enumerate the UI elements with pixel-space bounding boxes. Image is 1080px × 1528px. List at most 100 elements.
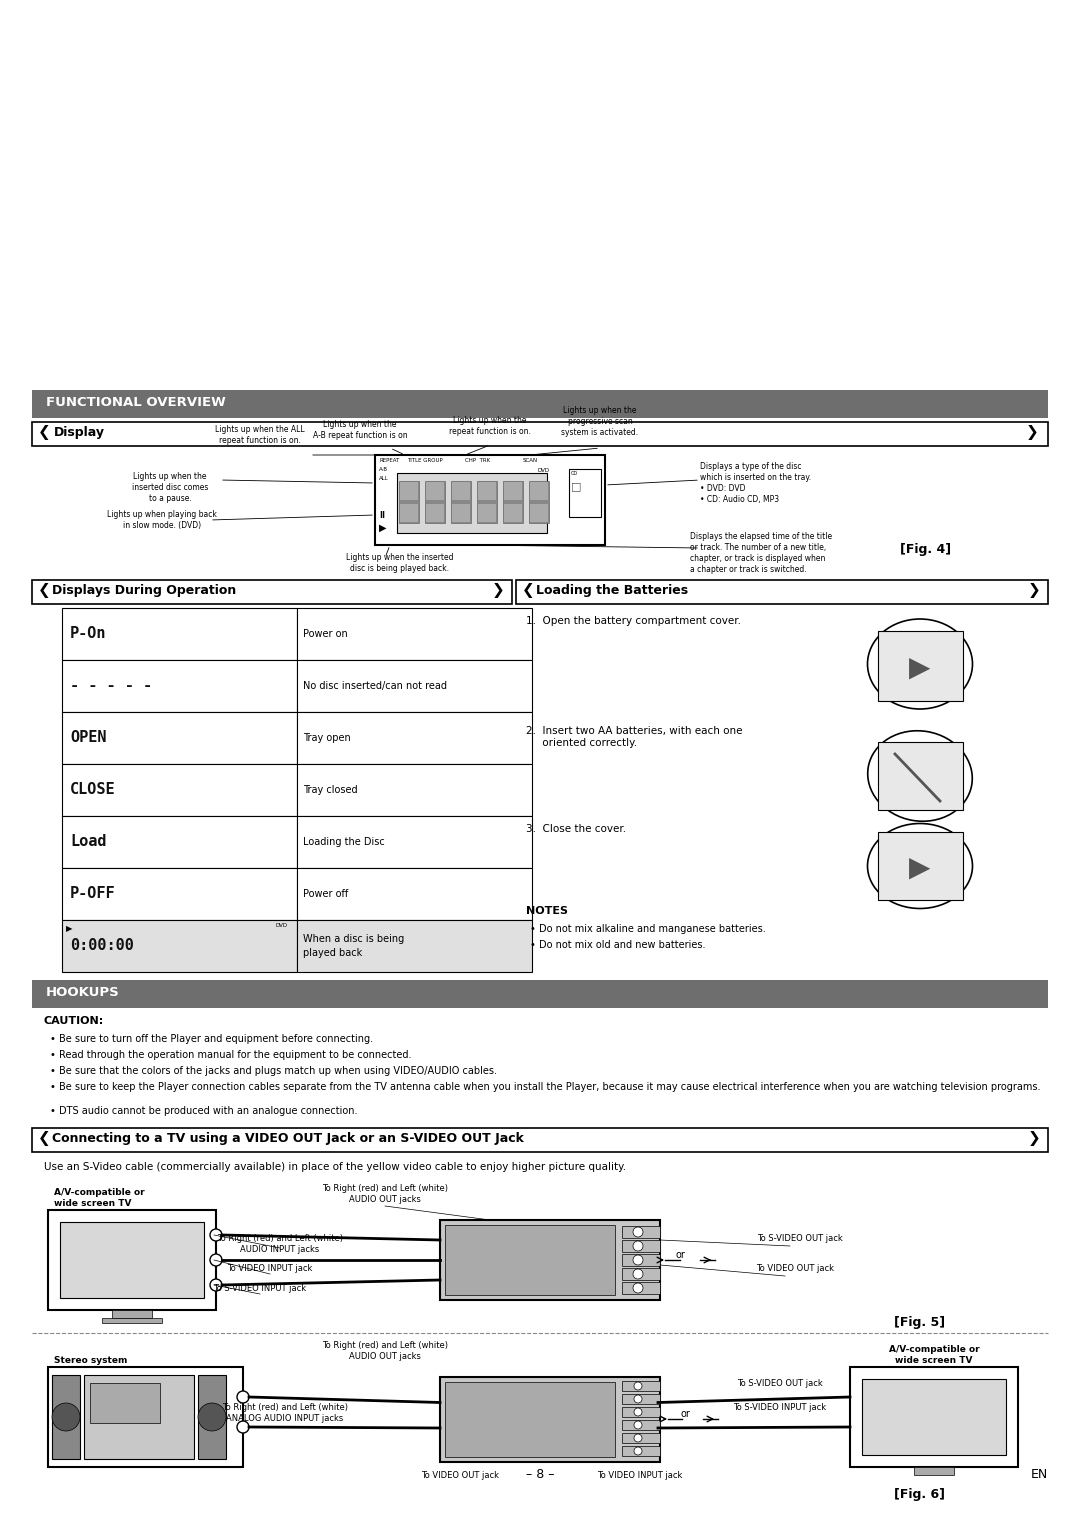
- Text: A/V-compatible or
wide screen TV: A/V-compatible or wide screen TV: [54, 1187, 145, 1209]
- Bar: [622, 1394, 660, 1404]
- Text: II: II: [379, 510, 384, 520]
- Text: P-On: P-On: [70, 626, 107, 642]
- Text: – 8 –: – 8 –: [526, 1468, 554, 1481]
- Bar: [297, 608, 532, 660]
- Bar: [622, 1282, 660, 1294]
- Text: CLOSE: CLOSE: [70, 782, 116, 798]
- Bar: [504, 504, 522, 523]
- Bar: [530, 504, 548, 523]
- Text: NOTES: NOTES: [526, 906, 568, 915]
- Text: To S-VIDEO OUT jack: To S-VIDEO OUT jack: [757, 1235, 842, 1242]
- Text: • Do not mix old and new batteries.: • Do not mix old and new batteries.: [530, 940, 705, 950]
- Text: Tray open: Tray open: [303, 733, 351, 743]
- Text: EN: EN: [1030, 1468, 1048, 1481]
- Bar: [426, 504, 444, 523]
- Bar: [32, 1128, 1048, 1152]
- Text: 3.  Close the cover.: 3. Close the cover.: [526, 824, 626, 834]
- Text: • DTS audio cannot be produced with an analogue connection.: • DTS audio cannot be produced with an a…: [50, 1106, 357, 1115]
- Text: To S-VIDEO INPUT jack: To S-VIDEO INPUT jack: [214, 1284, 307, 1293]
- Bar: [453, 481, 470, 500]
- Bar: [622, 1445, 660, 1456]
- Circle shape: [237, 1390, 249, 1403]
- Text: • Be sure that the colors of the jacks and plugs match up when using VIDEO/AUDIO: • Be sure that the colors of the jacks a…: [50, 1067, 497, 1076]
- Text: □: □: [571, 481, 581, 490]
- Text: ❯: ❯: [1027, 584, 1040, 597]
- Circle shape: [237, 1421, 249, 1433]
- Bar: [297, 868, 532, 920]
- Circle shape: [210, 1229, 222, 1241]
- Circle shape: [634, 1407, 642, 1416]
- Text: Display: Display: [54, 426, 105, 439]
- Text: Loading the Disc: Loading the Disc: [303, 837, 384, 847]
- Text: CD: CD: [571, 471, 578, 477]
- Text: • Do not mix alkaline and manganese batteries.: • Do not mix alkaline and manganese batt…: [530, 924, 766, 934]
- Text: P-OFF: P-OFF: [70, 886, 116, 902]
- Bar: [102, 1319, 162, 1323]
- Bar: [32, 390, 1048, 419]
- Bar: [297, 660, 532, 712]
- Bar: [622, 1381, 660, 1390]
- Bar: [397, 474, 546, 533]
- Text: REPEAT: REPEAT: [379, 458, 400, 463]
- Bar: [914, 1467, 954, 1475]
- Text: To Right (red) and Left (white)
AUDIO INPUT jacks: To Right (red) and Left (white) AUDIO IN…: [217, 1235, 343, 1254]
- Bar: [622, 1225, 660, 1238]
- Text: or: or: [680, 1409, 690, 1420]
- Text: • Be sure to keep the Player connection cables separate from the TV antenna cabl: • Be sure to keep the Player connection …: [50, 1082, 1040, 1093]
- Bar: [426, 481, 445, 523]
- Bar: [530, 481, 548, 500]
- Text: Tray closed: Tray closed: [303, 785, 357, 795]
- Bar: [477, 481, 497, 523]
- Bar: [529, 481, 549, 523]
- Text: Lights up when the
progressive scan
system is activated.: Lights up when the progressive scan syst…: [562, 406, 638, 437]
- Text: • Read through the operation manual for the equipment to be connected.: • Read through the operation manual for …: [50, 1050, 411, 1060]
- Text: - - - - -: - - - - -: [70, 678, 152, 694]
- Text: ▶: ▶: [909, 654, 931, 681]
- Bar: [622, 1268, 660, 1280]
- Bar: [297, 712, 532, 764]
- Text: To S-VIDEO OUT jack: To S-VIDEO OUT jack: [738, 1378, 823, 1387]
- Bar: [48, 1210, 216, 1309]
- Text: Lights up when the
repeat function is on.: Lights up when the repeat function is on…: [449, 416, 531, 435]
- Text: Loading the Batteries: Loading the Batteries: [536, 584, 688, 597]
- Text: To VIDEO OUT jack: To VIDEO OUT jack: [756, 1264, 834, 1273]
- Bar: [503, 481, 523, 523]
- Text: FUNCTIONAL OVERVIEW: FUNCTIONAL OVERVIEW: [46, 396, 226, 410]
- Circle shape: [633, 1241, 643, 1251]
- Text: A/V-compatible or
wide screen TV: A/V-compatible or wide screen TV: [889, 1345, 980, 1365]
- Text: To Right (red) and Left (white)
ANALOG AUDIO INPUT jacks: To Right (red) and Left (white) ANALOG A…: [222, 1403, 348, 1423]
- Bar: [62, 660, 297, 712]
- Text: ❮: ❮: [38, 425, 51, 440]
- Text: ▶: ▶: [66, 924, 72, 934]
- Bar: [297, 816, 532, 868]
- Bar: [400, 481, 418, 500]
- Bar: [90, 1383, 160, 1423]
- Bar: [878, 743, 963, 810]
- Bar: [504, 481, 522, 500]
- Circle shape: [633, 1268, 643, 1279]
- Bar: [478, 481, 496, 500]
- Text: [Fig. 4]: [Fig. 4]: [900, 542, 951, 556]
- Text: ALL: ALL: [379, 477, 389, 481]
- Text: Lights up when the inserted
disc is being played back.: Lights up when the inserted disc is bein…: [347, 553, 454, 573]
- Text: or: or: [675, 1250, 685, 1261]
- Bar: [445, 1381, 615, 1458]
- Circle shape: [633, 1227, 643, 1238]
- Bar: [622, 1407, 660, 1416]
- Text: DVD: DVD: [275, 923, 287, 927]
- Text: Lights up when the
inserted disc comes
to a pause.: Lights up when the inserted disc comes t…: [132, 472, 208, 503]
- Text: ❯: ❯: [1025, 425, 1038, 440]
- Text: 1.  Open the battery compartment cover.: 1. Open the battery compartment cover.: [526, 616, 741, 626]
- Bar: [198, 1375, 226, 1459]
- Circle shape: [633, 1254, 643, 1265]
- Circle shape: [52, 1403, 80, 1432]
- Bar: [440, 1219, 660, 1300]
- Bar: [862, 1378, 1005, 1455]
- Bar: [878, 833, 963, 900]
- Text: ❮: ❮: [522, 584, 535, 597]
- Text: ❯: ❯: [1027, 1131, 1040, 1146]
- Text: Displays a type of the disc
which is inserted on the tray.
• DVD: DVD
• CD: Audi: Displays a type of the disc which is ins…: [700, 461, 811, 504]
- Bar: [297, 764, 532, 816]
- Text: • Be sure to turn off the Player and equipment before connecting.: • Be sure to turn off the Player and equ…: [50, 1034, 373, 1044]
- Text: Load: Load: [70, 834, 107, 850]
